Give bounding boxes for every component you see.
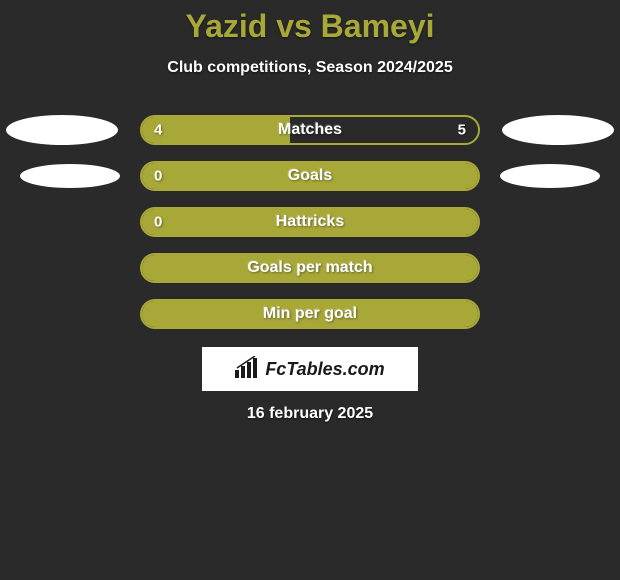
stat-label: Hattricks [142,213,478,231]
footer-date: 16 february 2025 [0,405,620,423]
stat-bar: 0Goals [140,161,480,191]
logo-text: FcTables.com [265,359,384,380]
player-right-ellipse [500,164,600,188]
stat-label: Min per goal [142,305,478,323]
player-left-ellipse [20,164,120,188]
stat-bar: Goals per match [140,253,480,283]
logo-box: FcTables.com [202,347,418,391]
player-right-ellipse [502,115,614,145]
stat-value-right: 5 [458,122,466,139]
stat-row: Min per goal [0,299,620,329]
stat-label: Goals per match [142,259,478,277]
stat-bar: Min per goal [140,299,480,329]
stat-row: 0Hattricks [0,207,620,237]
stat-row: 0Goals [0,161,620,191]
stat-label: Goals [142,167,478,185]
stats-zone: 4Matches5 0Goals 0Hattricks Goals per match… [0,115,620,329]
stat-label: Matches [142,121,478,139]
stat-bar: 4Matches5 [140,115,480,145]
stat-bar: 0Hattricks [140,207,480,237]
stat-row: Goals per match [0,253,620,283]
stat-row: 4Matches5 [0,115,620,145]
chart-bars-icon [235,356,261,383]
subtitle: Club competitions, Season 2024/2025 [0,59,620,77]
infographic-container: Yazid vs Bameyi Club competitions, Seaso… [0,0,620,423]
page-title: Yazid vs Bameyi [0,8,620,45]
player-left-ellipse [6,115,118,145]
